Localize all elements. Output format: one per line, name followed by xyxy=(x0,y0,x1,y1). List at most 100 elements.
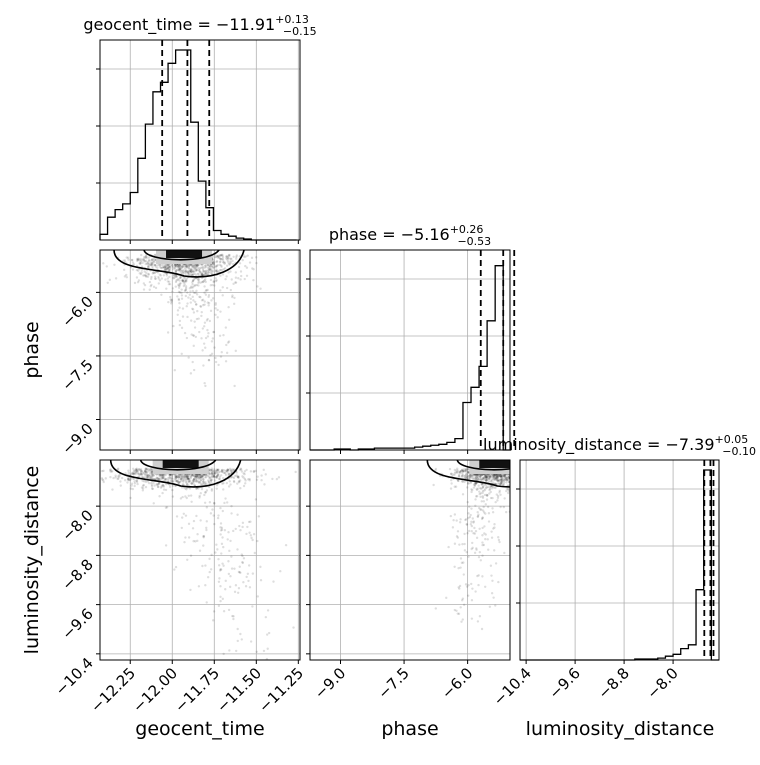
scatter-point xyxy=(234,271,238,274)
title-median: phase = −5.16 xyxy=(329,225,450,244)
scatter-point xyxy=(135,268,139,272)
scatter-point xyxy=(200,482,203,485)
scatter-point xyxy=(207,263,210,267)
scatter-point xyxy=(254,469,257,473)
scatter-point xyxy=(196,277,199,280)
scatter-point xyxy=(496,476,499,479)
scatter-point xyxy=(131,258,134,262)
scatter-point xyxy=(122,268,126,272)
scatter-point xyxy=(227,271,230,274)
scatter-point xyxy=(210,265,214,269)
scatter-point xyxy=(185,264,188,267)
scatter-point xyxy=(191,266,195,269)
scatter-point xyxy=(503,474,506,478)
scatter-point xyxy=(212,265,215,269)
scatter-point xyxy=(213,479,217,482)
scatter-point xyxy=(126,481,129,484)
scatter-point xyxy=(176,278,179,282)
scatter-point xyxy=(255,256,258,259)
scatter-point xyxy=(215,475,218,478)
scatter-point xyxy=(227,608,231,612)
y-tick-label: −6.0 xyxy=(58,292,96,330)
scatter-point xyxy=(220,469,224,472)
scatter-point xyxy=(162,477,166,480)
scatter-point xyxy=(187,494,191,498)
scatter-point xyxy=(245,266,249,269)
scatter-point xyxy=(496,475,499,478)
scatter-point xyxy=(170,263,173,266)
scatter-point xyxy=(171,290,174,293)
scatter-point xyxy=(506,478,510,482)
scatter-point xyxy=(216,473,219,476)
scatter-point xyxy=(199,476,202,480)
scatter-point xyxy=(217,557,220,561)
scatter-point xyxy=(180,271,183,275)
scatter-point xyxy=(144,480,148,484)
scatter-point xyxy=(517,469,519,471)
scatter-point xyxy=(220,264,223,267)
scatter-point xyxy=(232,468,235,472)
scatter-point xyxy=(254,498,258,501)
scatter-point xyxy=(473,526,476,530)
scatter-point xyxy=(481,543,484,547)
scatter-point xyxy=(199,272,203,275)
scatter-point xyxy=(222,333,225,337)
scatter-point xyxy=(158,474,162,477)
scatter-point xyxy=(154,265,158,268)
scatter-point xyxy=(156,266,159,269)
scatter-point xyxy=(134,470,138,473)
scatter-point xyxy=(143,283,147,287)
scatter-point xyxy=(231,468,235,471)
scatter-point xyxy=(479,474,482,478)
scatter-point xyxy=(514,471,516,473)
scatter-point xyxy=(200,266,204,269)
scatter-point xyxy=(199,519,202,522)
scatter-point xyxy=(197,585,201,588)
scatter-point xyxy=(264,680,266,682)
scatter-point xyxy=(495,476,499,479)
scatter-point xyxy=(470,599,474,602)
scatter-point xyxy=(188,264,191,267)
scatter-point xyxy=(185,269,188,272)
scatter-point xyxy=(252,532,256,536)
scatter-point xyxy=(513,471,515,473)
scatter-point xyxy=(139,472,142,476)
scatter-point xyxy=(239,270,243,273)
scatter-point xyxy=(191,279,195,282)
scatter-point xyxy=(486,485,490,489)
scatter-point xyxy=(220,552,223,555)
scatter-point xyxy=(186,475,189,478)
scatter-point xyxy=(494,604,497,607)
scatter-point xyxy=(191,289,195,293)
scatter-point xyxy=(119,484,122,487)
scatter-point xyxy=(498,491,501,494)
scatter-point xyxy=(239,529,242,532)
scatter-point xyxy=(207,271,210,275)
scatter-point xyxy=(195,269,198,272)
scatter-point xyxy=(186,477,190,481)
scatter-point xyxy=(143,480,146,483)
scatter-point xyxy=(188,270,192,273)
scatter-point xyxy=(492,478,495,481)
title-minus-error: −0.15 xyxy=(283,25,317,38)
scatter-point xyxy=(200,476,203,479)
scatter-point xyxy=(174,263,177,267)
scatter-point xyxy=(186,270,189,274)
scatter-point xyxy=(229,470,232,473)
scatter-point xyxy=(201,298,205,302)
scatter-point xyxy=(148,264,151,267)
scatter-point xyxy=(154,277,157,280)
scatter-point xyxy=(490,478,493,481)
scatter-point xyxy=(211,508,214,511)
scatter-point xyxy=(196,539,199,543)
scatter-point xyxy=(514,474,516,476)
scatter-point xyxy=(515,471,517,473)
scatter-point xyxy=(186,315,189,319)
scatter-point xyxy=(466,470,470,474)
scatter-point xyxy=(512,482,514,484)
scatter-point xyxy=(215,468,219,471)
scatter-point xyxy=(135,467,138,470)
scatter-point xyxy=(168,476,171,479)
scatter-point xyxy=(495,477,498,480)
scatter-point xyxy=(493,523,496,526)
